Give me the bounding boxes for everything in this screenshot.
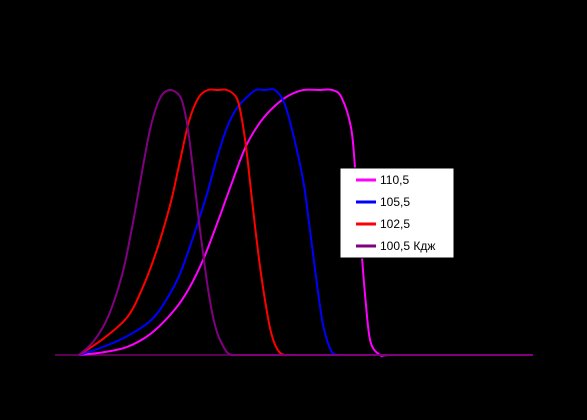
series-layer bbox=[78, 88, 533, 357]
legend: 110,5 105,5 102,5 100,5 Кдж bbox=[339, 167, 455, 259]
series-line-4 bbox=[78, 88, 533, 357]
legend-label-3: 102,5 bbox=[380, 217, 410, 231]
legend-box bbox=[339, 167, 455, 259]
legend-label-1: 110,5 bbox=[380, 173, 409, 187]
legend-label-4: 100,5 Кдж bbox=[380, 239, 435, 253]
series-line-1 bbox=[78, 88, 533, 357]
legend-label-2: 105,5 bbox=[380, 195, 410, 209]
